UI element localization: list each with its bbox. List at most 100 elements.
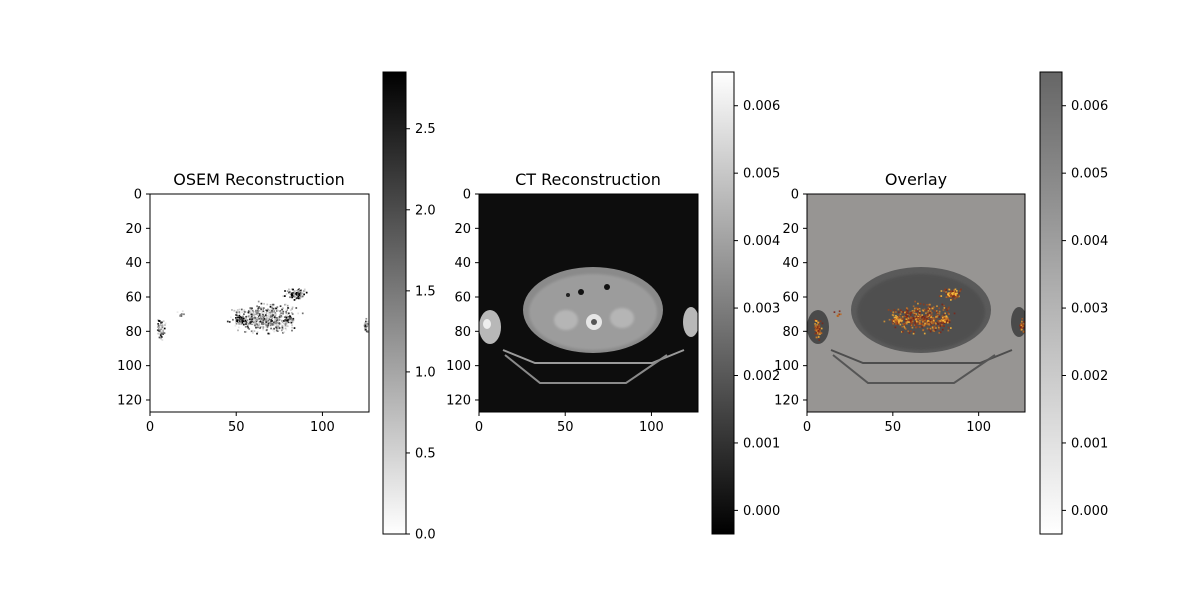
colorbar-tick-label: 1.5 [415, 284, 436, 299]
overlay-pixel [938, 332, 941, 334]
osem-pixel [250, 313, 253, 316]
osem-pixel [161, 326, 164, 329]
osem-pixel [270, 313, 273, 316]
osem-pixel [238, 314, 241, 317]
osem-pixel [157, 324, 160, 327]
osem-pixel [162, 333, 164, 335]
osem-pixel [258, 315, 260, 318]
x-tick-label: 0 [803, 420, 811, 435]
osem-pixel [280, 314, 283, 317]
osem-pixel [275, 322, 278, 325]
overlay-pixel [946, 317, 949, 319]
overlay-pixel [820, 327, 823, 330]
overlay-pixel [891, 319, 894, 321]
overlay-pixel [898, 315, 901, 318]
osem-pixel [245, 330, 248, 333]
osem-pixel [274, 312, 277, 314]
overlay-pixel [960, 288, 962, 291]
osem-pixel [266, 318, 269, 321]
overlay-pixel [1020, 325, 1022, 328]
overlay-pixel [945, 315, 948, 318]
overlay-pixel [933, 309, 936, 312]
osem-pixel [162, 331, 165, 334]
overlay-pixel [1020, 322, 1023, 325]
osem-pixel [366, 324, 368, 326]
osem-pixel [289, 309, 292, 312]
osem-pixel [236, 319, 239, 321]
x-tick-label: 100 [966, 420, 991, 435]
overlay-pixel [929, 330, 932, 333]
overlay-pixel [818, 329, 821, 332]
osem-pixel [251, 317, 254, 320]
overlay-pixel [833, 311, 836, 314]
y-tick-label: 20 [782, 222, 799, 237]
osem-pixel [284, 324, 287, 327]
overlay-pixel [937, 319, 940, 322]
osem-pixel [263, 315, 266, 318]
osem-pixel [296, 292, 298, 294]
osem-pixel [292, 288, 294, 291]
overlay-pixel [915, 307, 918, 310]
overlay-pixel [905, 310, 907, 313]
overlay-pixel [891, 314, 894, 316]
osem-pixel [259, 320, 262, 323]
osem-pixel [242, 323, 245, 326]
overlay-pixel [901, 325, 904, 328]
overlay-pixel [951, 295, 954, 298]
overlay-pixel [909, 312, 911, 314]
osem-pixel [273, 330, 276, 333]
osem-pixel [262, 310, 265, 313]
overlay-pixel [921, 314, 924, 316]
overlay-pixel [935, 327, 937, 329]
overlay-pixel [914, 322, 917, 325]
osem-pixel [273, 319, 275, 322]
osem-pixel [160, 337, 162, 340]
osem-pixel [258, 313, 261, 315]
osem-pixel [363, 322, 366, 325]
overlay-pixel [813, 326, 816, 329]
osem-pixel [278, 316, 281, 318]
overlay-pixel [912, 312, 915, 314]
osem-pixel [291, 313, 294, 315]
overlay-pixel [943, 290, 945, 293]
osem-pixel [282, 310, 285, 313]
osem-pixel [253, 330, 256, 332]
osem-pixel [276, 327, 279, 330]
osem-pixel [283, 325, 285, 327]
overlay-pixel [818, 331, 820, 333]
overlay-pixel [913, 313, 916, 316]
overlay-colorbar: 0.000 0.001 0.002 0.003 0.004 0.005 0.006 [1039, 71, 1108, 535]
overlay-pixel [899, 313, 902, 316]
overlay-pixel [818, 339, 821, 341]
osem-pixel [299, 293, 302, 296]
osem-pixel [251, 318, 253, 321]
overlay-pixel [941, 328, 944, 331]
overlay-pixel [921, 316, 923, 319]
overlay-pixel [818, 325, 821, 328]
osem-pixel [292, 319, 295, 322]
osem-pixel [258, 314, 261, 316]
osem-pixel [239, 321, 241, 324]
overlay-pixel [935, 316, 937, 318]
osem-pixel [248, 316, 251, 318]
osem-pixel [253, 313, 255, 316]
osem-pixel [244, 331, 247, 333]
osem-pixel [258, 322, 260, 325]
osem-pixel [365, 320, 367, 323]
overlay-pixel [818, 326, 821, 329]
osem-pixel [299, 292, 302, 295]
overlay-pixel [905, 307, 908, 309]
osem-pixel [262, 326, 265, 328]
osem-pixel [233, 309, 236, 312]
overlay-pixel [953, 295, 955, 298]
osem-pixel [253, 317, 255, 319]
overlay-pixel [953, 294, 955, 297]
osem-pixel [302, 292, 304, 294]
osem-pixel [278, 329, 281, 331]
overlay-pixel [927, 314, 929, 317]
overlay-pixel [814, 332, 817, 335]
osem-pixel [234, 309, 237, 312]
osem-pixel [275, 326, 278, 329]
overlay-pixel [907, 330, 910, 333]
ct-kidney-left [554, 310, 578, 330]
